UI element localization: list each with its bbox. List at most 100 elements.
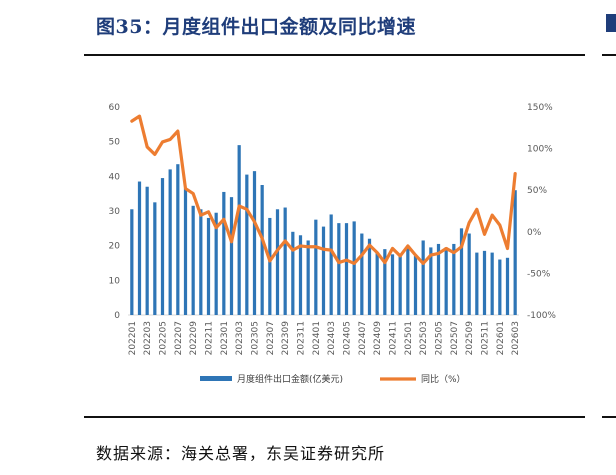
- bar: [398, 254, 402, 315]
- bar: [467, 233, 471, 315]
- y2-tick-label: 0%: [527, 228, 542, 238]
- bar: [283, 207, 287, 315]
- bar: [513, 190, 517, 315]
- bar: [260, 185, 264, 315]
- x-tick-label: 202205: [159, 321, 169, 355]
- bar: [475, 252, 479, 315]
- x-tick-label: 202405: [343, 321, 353, 355]
- x-tick-label: 202403: [327, 321, 337, 355]
- x-tick-label: 202305: [251, 321, 261, 355]
- x-tick-label: 202509: [465, 321, 475, 356]
- bar: [199, 209, 203, 315]
- bar: [490, 252, 494, 315]
- bar: [153, 202, 157, 315]
- source-note: 数据来源：海关总署，东吴证券研究所: [96, 444, 386, 463]
- top-rule: [84, 54, 585, 56]
- bar: [452, 243, 456, 315]
- bar: [130, 209, 134, 315]
- y2-tick-label: 50%: [527, 186, 547, 196]
- x-tick-label: 202501: [404, 321, 414, 355]
- bar: [406, 245, 410, 315]
- x-tick-label: 202301: [220, 321, 230, 355]
- x-tick-label: 202505: [435, 321, 445, 355]
- x-tick-label: 202409: [373, 321, 383, 356]
- y-tick-label: 40: [109, 172, 121, 182]
- bar: [390, 254, 395, 315]
- next-figure-bottom-rule: [602, 416, 616, 418]
- bar: [421, 240, 425, 315]
- bar: [268, 217, 272, 315]
- y-tick-label: 0: [114, 311, 120, 321]
- x-tick-label: 202601: [496, 321, 506, 355]
- bar: [498, 259, 502, 315]
- bar: [191, 205, 195, 315]
- x-tick-label: 202203: [143, 321, 153, 355]
- y-tick-label: 30: [109, 207, 121, 217]
- bar: [298, 235, 303, 315]
- x-tick-label: 202207: [174, 321, 184, 355]
- y2-tick-label: -50%: [527, 269, 551, 279]
- bar: [245, 174, 249, 315]
- bar: [176, 164, 180, 315]
- bar: [352, 221, 356, 315]
- x-tick-label: 202407: [358, 321, 368, 355]
- x-tick-label: 202311: [297, 321, 307, 355]
- bottom-rule: [84, 416, 585, 418]
- figure-title: 图35：月度组件出口金额及同比增速: [96, 16, 416, 38]
- bar: [337, 223, 341, 315]
- bar: [145, 186, 149, 315]
- next-figure-top-rule: [602, 54, 616, 56]
- x-tick-label: 202603: [511, 321, 521, 355]
- x-tick-label: 202307: [266, 321, 276, 355]
- bar: [329, 214, 333, 315]
- x-tick-label: 202511: [481, 321, 491, 355]
- y-tick-label: 20: [109, 242, 121, 252]
- bar: [206, 217, 211, 315]
- x-tick-label: 202201: [128, 321, 138, 355]
- bar: [383, 249, 387, 315]
- y2-tick-label: -100%: [527, 311, 556, 321]
- x-tick-label: 202401: [312, 321, 322, 355]
- bar: [183, 188, 188, 315]
- y-tick-label: 60: [109, 103, 121, 113]
- yoy-line: [130, 114, 517, 266]
- legend-bar-swatch: [200, 376, 232, 381]
- bar: [237, 145, 241, 315]
- bar: [367, 238, 372, 315]
- legend-line-label: 同比（%）: [421, 373, 466, 385]
- bar: [314, 219, 318, 315]
- bar: [360, 233, 364, 315]
- bar: [222, 191, 226, 315]
- y-tick-label: 10: [109, 276, 121, 286]
- x-tick-label: 202507: [450, 321, 460, 355]
- bar: [413, 256, 418, 315]
- x-tick-label: 202211: [205, 321, 215, 355]
- bar: [229, 197, 234, 315]
- bar: [137, 181, 142, 315]
- x-tick-label: 202303: [235, 321, 245, 355]
- x-tick-label: 202411: [389, 321, 399, 355]
- bar: [275, 209, 280, 315]
- legend-bar-label: 月度组件出口金额(亿美元): [237, 373, 343, 385]
- bar: [444, 247, 448, 315]
- bar: [436, 243, 441, 315]
- bar: [459, 228, 464, 315]
- bar: [291, 231, 295, 315]
- x-tick-label: 202503: [419, 321, 429, 355]
- x-tick-label: 202209: [189, 321, 199, 356]
- x-tick-label: 202309: [281, 321, 291, 356]
- bar: [252, 171, 257, 315]
- bar: [160, 178, 165, 315]
- bar: [482, 250, 487, 315]
- y-tick-label: 50: [109, 138, 121, 148]
- bar: [214, 212, 218, 315]
- bar: [429, 247, 433, 315]
- y2-tick-label: 150%: [527, 103, 553, 113]
- bar: [306, 240, 310, 315]
- bar: [505, 257, 510, 315]
- y2-tick-label: 100%: [527, 145, 553, 155]
- next-figure-edge-mark: [606, 14, 616, 32]
- bar: [344, 223, 349, 315]
- bar: [375, 252, 379, 315]
